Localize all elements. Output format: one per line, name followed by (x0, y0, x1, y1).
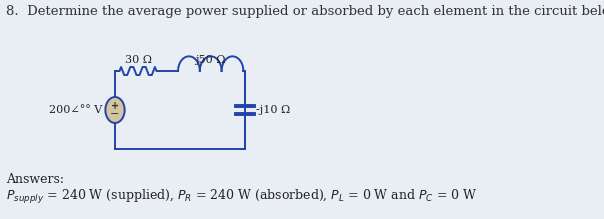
Text: $P_{supply}$ = 240 W (supplied), $P_R$ = 240 W (absorbed), $P_L$ = 0 W and $P_C$: $P_{supply}$ = 240 W (supplied), $P_R$ =… (6, 188, 477, 206)
Circle shape (105, 97, 124, 123)
Text: Answers:: Answers: (6, 173, 64, 186)
Text: +: + (111, 101, 119, 111)
Text: 8.  Determine the average power supplied or absorbed by each element in the circ: 8. Determine the average power supplied … (6, 5, 604, 18)
Text: 30 Ω: 30 Ω (124, 55, 152, 65)
Text: -j10 Ω: -j10 Ω (256, 105, 291, 115)
Text: −: − (111, 109, 120, 119)
Text: j50 Ω: j50 Ω (196, 55, 226, 65)
Text: 200∠°° V: 200∠°° V (49, 105, 103, 115)
